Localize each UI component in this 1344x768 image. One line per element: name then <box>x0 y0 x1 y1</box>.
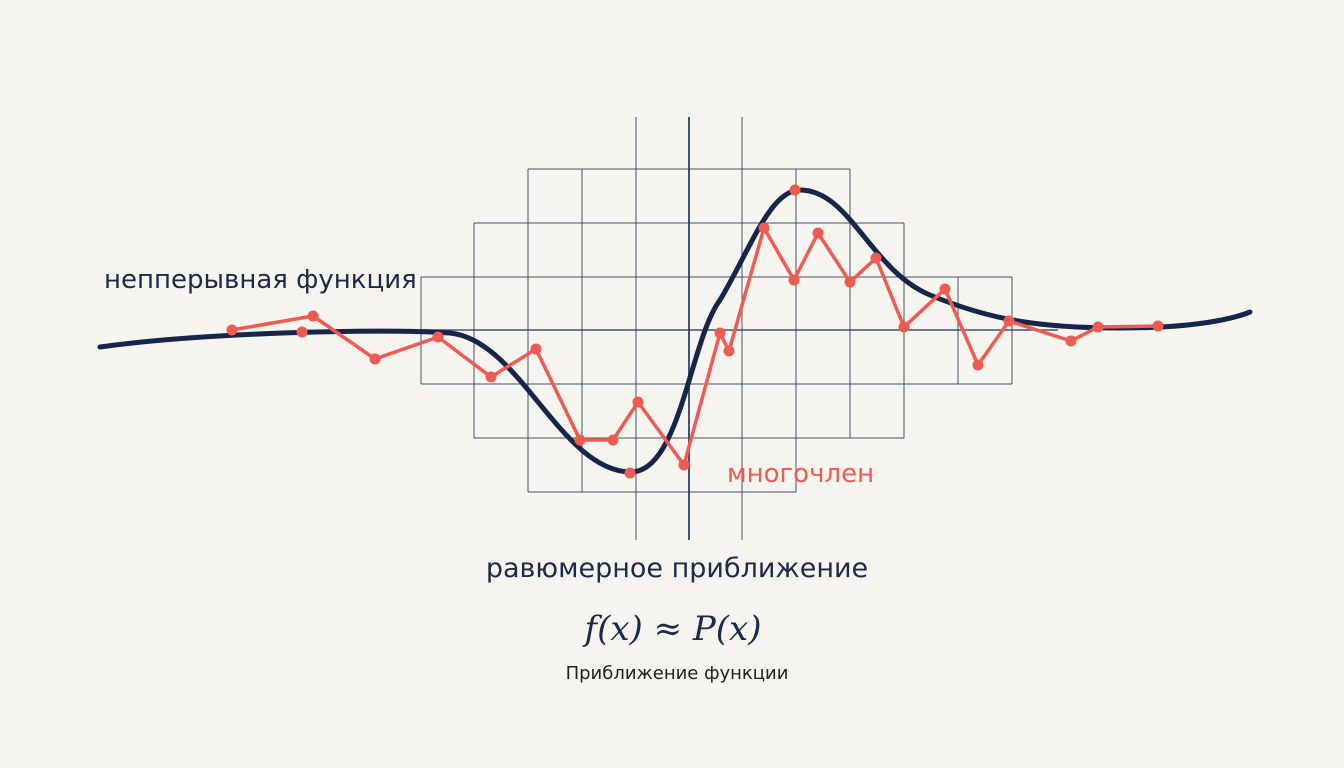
point <box>432 331 444 343</box>
point <box>485 371 497 383</box>
point <box>530 343 542 355</box>
point <box>226 324 238 336</box>
point <box>812 227 824 239</box>
grid <box>420 117 1058 540</box>
point <box>844 276 856 288</box>
caption: Приближение функции <box>566 663 789 684</box>
formula: f(x) ≈ P(x) <box>582 609 762 649</box>
point <box>1152 320 1164 332</box>
point <box>870 252 882 264</box>
function-label: непперывная функция <box>104 265 417 295</box>
point <box>758 222 770 234</box>
point <box>1003 315 1015 327</box>
polynomial-label: многочлен <box>727 459 874 489</box>
point <box>632 396 644 408</box>
point <box>714 327 726 339</box>
continuous-function <box>97 187 1253 475</box>
point <box>307 310 319 322</box>
point <box>723 345 735 357</box>
point <box>1065 335 1077 347</box>
point <box>574 434 586 446</box>
point <box>1092 321 1104 333</box>
point <box>789 184 801 196</box>
point <box>607 434 619 446</box>
point <box>898 321 910 333</box>
polynomial-points <box>226 184 1164 479</box>
polynomial <box>231 226 1159 467</box>
point <box>296 326 308 338</box>
point <box>972 359 984 371</box>
point <box>624 467 636 479</box>
point <box>939 283 951 295</box>
point <box>678 459 690 471</box>
point <box>788 274 800 286</box>
approximation-label: равюмерное приближение <box>486 553 868 584</box>
point <box>369 353 381 365</box>
